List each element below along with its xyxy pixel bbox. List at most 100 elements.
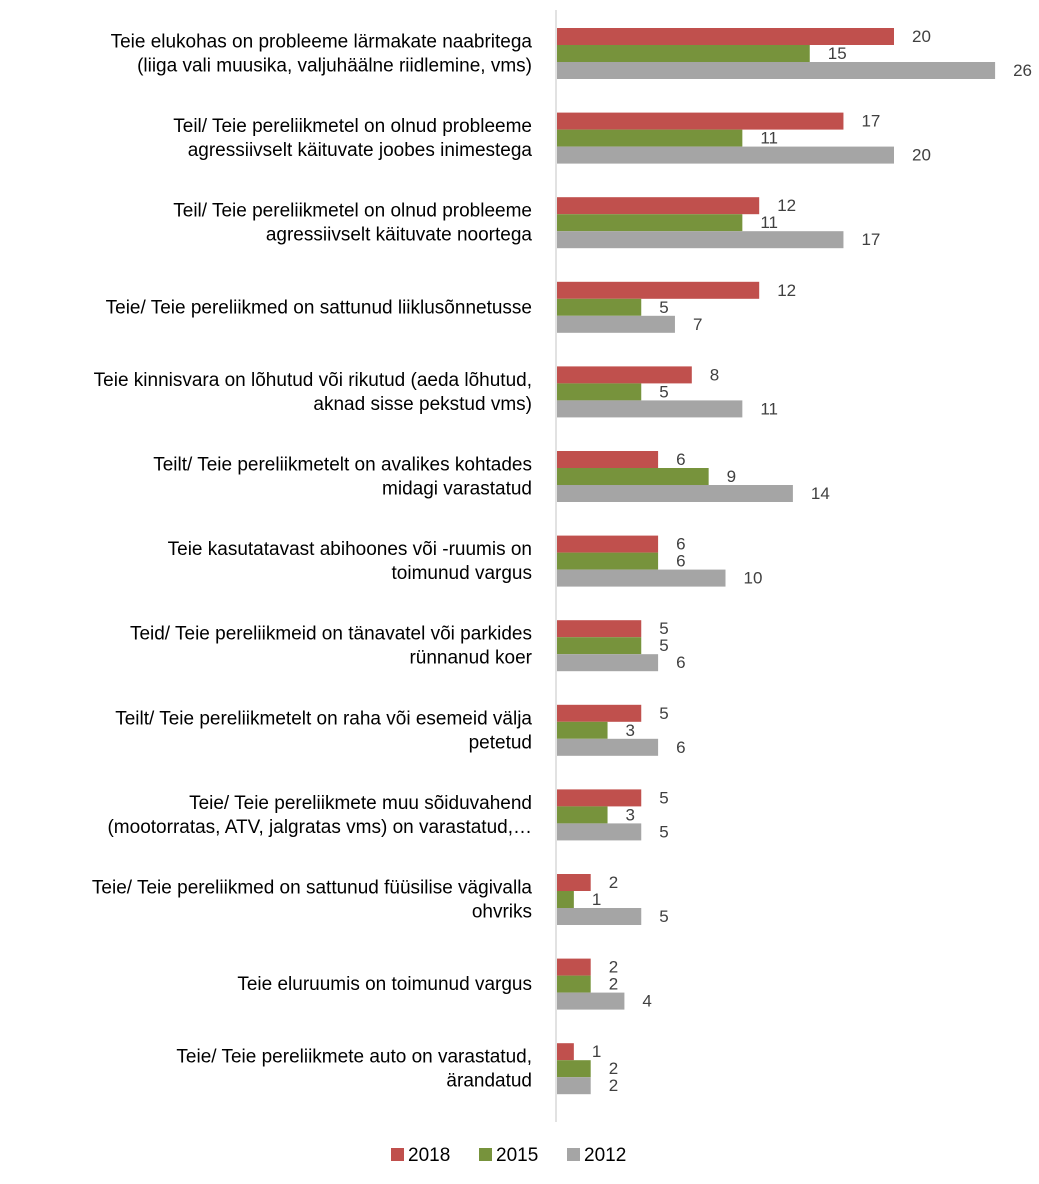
bar-2012 xyxy=(557,738,659,756)
category-label-line: Teil/ Teie pereliikmetel on olnud proble… xyxy=(173,201,532,222)
legend: 2018 2015 2012 xyxy=(391,1145,626,1166)
data-label-2015: 3 xyxy=(626,721,635,740)
category-label-line: Teilt/ Teie pereliikmetelt on avalikes k… xyxy=(153,455,532,476)
legend-swatch-2012 xyxy=(567,1148,580,1161)
data-label-2015: 5 xyxy=(659,298,668,317)
category-label-line: Teil/ Teie pereliikmetel on olnud proble… xyxy=(173,116,532,137)
category-label: Teie eluruumis on toimunud vargus xyxy=(237,974,532,995)
data-label-2015: 9 xyxy=(727,467,736,486)
category-label: Teid/ Teie pereliikmeid on tänavatel või… xyxy=(130,624,533,669)
data-label-2015: 15 xyxy=(828,44,847,63)
category-group: Teil/ Teie pereliikmetel on olnud proble… xyxy=(173,112,931,165)
bar-2018 xyxy=(557,281,760,299)
category-group: Teie/ Teie pereliikmed on sattunud liikl… xyxy=(106,281,796,334)
category-label: Teil/ Teie pereliikmetel on olnud proble… xyxy=(173,201,532,246)
category-label-line: agressiivselt käituvate joobes inimesteg… xyxy=(188,140,533,161)
category-label: Teie/ Teie pereliikmete muu sõiduvahend (… xyxy=(107,793,532,838)
legend-swatch-2015 xyxy=(479,1148,492,1161)
category-label-line: rünnanud koer xyxy=(409,648,532,669)
category-label-line: Teid/ Teie pereliikmeid on tänavatel või… xyxy=(130,624,532,645)
data-label-2018: 1 xyxy=(592,1042,601,1061)
data-label-2015: 6 xyxy=(676,552,685,571)
category-label: Teie/ Teie pereliikmete auto on varastat… xyxy=(176,1047,532,1092)
bar-2012 xyxy=(557,62,996,79)
category-label: Teie elukohas on probleeme lärmakate naa… xyxy=(111,32,533,77)
bar-2015 xyxy=(557,806,608,824)
data-label-2012: 10 xyxy=(744,569,763,588)
category-label: Teie/ Teie pereliikmed on sattunud füüsi… xyxy=(92,878,533,923)
category-label: Teie kinnisvara on lõhutud või rikutud (… xyxy=(94,370,532,415)
bar-2012 xyxy=(557,654,659,672)
bar-2015 xyxy=(557,891,574,908)
category-label-line: Teie/ Teie pereliikmete auto on varastat… xyxy=(176,1047,532,1068)
category-label-line: petetud xyxy=(469,732,532,753)
data-label-2015: 2 xyxy=(609,1059,618,1078)
legend-label-2015: 2015 xyxy=(496,1145,538,1166)
bar-2018 xyxy=(557,1043,574,1061)
data-label-2015: 2 xyxy=(609,975,618,994)
bar-2015 xyxy=(557,637,642,655)
data-label-2018: 8 xyxy=(710,365,719,384)
bar-2018 xyxy=(557,958,591,976)
category-group: Teilt/ Teie pereliikmetelt on avalikes k… xyxy=(153,450,830,503)
category-label-line: ärandatud xyxy=(446,1071,532,1092)
category-label-line: midagi varastatud xyxy=(382,479,532,500)
bar-2015 xyxy=(557,552,659,570)
bar-2018 xyxy=(557,366,692,384)
data-label-2012: 14 xyxy=(811,484,830,503)
category-label-line: Teie eluruumis on toimunud vargus xyxy=(237,974,532,995)
bar-2015 xyxy=(557,45,810,62)
category-label: Teie/ Teie pereliikmed on sattunud liikl… xyxy=(106,297,532,318)
bar-2015 xyxy=(557,129,743,147)
data-label-2018: 2 xyxy=(609,873,618,892)
bar-2018 xyxy=(557,112,844,130)
category-label-line: toimunud vargus xyxy=(392,563,532,584)
bar-2012 xyxy=(557,823,642,841)
bar-2012 xyxy=(557,992,625,1010)
category-group: Teie elukohas on probleeme lärmakate naa… xyxy=(111,27,1032,80)
data-label-2012: 5 xyxy=(659,822,668,841)
data-label-2018: 5 xyxy=(659,619,668,638)
data-label-2012: 6 xyxy=(676,738,685,757)
data-label-2015: 5 xyxy=(659,382,668,401)
data-label-2012: 17 xyxy=(861,230,880,249)
data-label-2018: 2 xyxy=(609,958,618,977)
category-group: Teie/ Teie pereliikmete muu sõiduvahend (… xyxy=(107,788,668,841)
data-label-2018: 5 xyxy=(659,704,668,723)
data-label-2012: 20 xyxy=(912,146,931,165)
data-label-2018: 20 xyxy=(912,27,931,46)
bar-2015 xyxy=(557,721,608,739)
plot-area: Teie elukohas on probleeme lärmakate naa… xyxy=(92,27,1032,1095)
category-label-line: Teie kasutatavast abihoones või -ruumis … xyxy=(168,539,532,560)
bar-2015 xyxy=(557,468,709,485)
bar-2012 xyxy=(557,400,743,418)
bar-2012 xyxy=(557,1077,591,1095)
data-label-2012: 5 xyxy=(659,907,668,926)
bar-2012 xyxy=(557,908,642,925)
bar-2012 xyxy=(557,485,793,502)
data-label-2012: 11 xyxy=(760,399,778,418)
data-label-2015: 5 xyxy=(659,636,668,655)
data-label-2012: 7 xyxy=(693,315,702,334)
bar-2018 xyxy=(557,28,894,45)
bar-2012 xyxy=(557,146,894,164)
data-label-2015: 11 xyxy=(760,129,778,148)
category-label-line: Teilt/ Teie pereliikmetelt on raha või e… xyxy=(115,708,532,729)
data-label-2018: 6 xyxy=(676,535,685,554)
category-label-line: Teie/ Teie pereliikmed on sattunud liikl… xyxy=(106,297,532,318)
category-group: Teid/ Teie pereliikmeid on tänavatel või… xyxy=(130,619,686,672)
category-label-line: Teie elukohas on probleeme lärmakate naa… xyxy=(111,32,533,53)
category-group: Teilt/ Teie pereliikmetelt on raha või e… xyxy=(115,704,685,757)
category-group: Teie kinnisvara on lõhutud või rikutud (… xyxy=(94,365,778,418)
bar-2018 xyxy=(557,535,659,553)
data-label-2015: 1 xyxy=(592,890,601,909)
data-label-2012: 4 xyxy=(642,992,651,1011)
category-group: Teie eluruumis on toimunud vargus 22 4 xyxy=(237,958,652,1011)
data-label-2012: 26 xyxy=(1013,61,1032,80)
bar-2012 xyxy=(557,231,844,249)
bar-2012 xyxy=(557,569,726,587)
data-label-2018: 5 xyxy=(659,788,668,807)
category-label-line: agressiivselt käituvate noortega xyxy=(266,225,533,246)
category-label-line: (mootorratas, ATV, jalgratas vms) on var… xyxy=(107,817,532,838)
category-group: Teil/ Teie pereliikmetel on olnud proble… xyxy=(173,196,880,249)
